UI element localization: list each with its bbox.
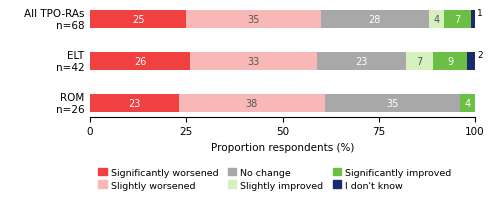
Text: 25: 25 [132,15,144,25]
Bar [429,11,444,29]
Bar [406,53,432,70]
Text: 23: 23 [128,98,140,108]
Bar [468,53,475,70]
Bar [317,53,406,70]
Text: 35: 35 [248,15,260,25]
Text: 4: 4 [464,98,470,108]
Bar [321,11,429,29]
Bar [178,95,325,112]
Bar [90,53,190,70]
Text: 23: 23 [355,57,368,67]
Text: 35: 35 [386,98,398,108]
Bar [186,11,321,29]
X-axis label: Proportion respondents (%): Proportion respondents (%) [211,142,354,152]
Bar [325,95,460,112]
Bar [460,95,475,112]
Bar [90,11,186,29]
Text: 28: 28 [368,15,381,25]
Text: 26: 26 [134,57,146,67]
Bar [432,53,468,70]
Bar [444,11,471,29]
Text: 9: 9 [447,57,453,67]
Text: 1: 1 [477,9,482,18]
Text: 7: 7 [454,15,461,25]
Text: 7: 7 [416,57,422,67]
Legend: Significantly worsened, Slightly worsened, No change, Slightly improved, Signifi: Significantly worsened, Slightly worsene… [94,164,455,193]
Bar [90,95,178,112]
Text: 33: 33 [248,57,260,67]
Text: 2: 2 [477,51,482,60]
Bar [190,53,317,70]
Text: 38: 38 [246,98,258,108]
Bar [471,11,475,29]
Text: 4: 4 [434,15,440,25]
